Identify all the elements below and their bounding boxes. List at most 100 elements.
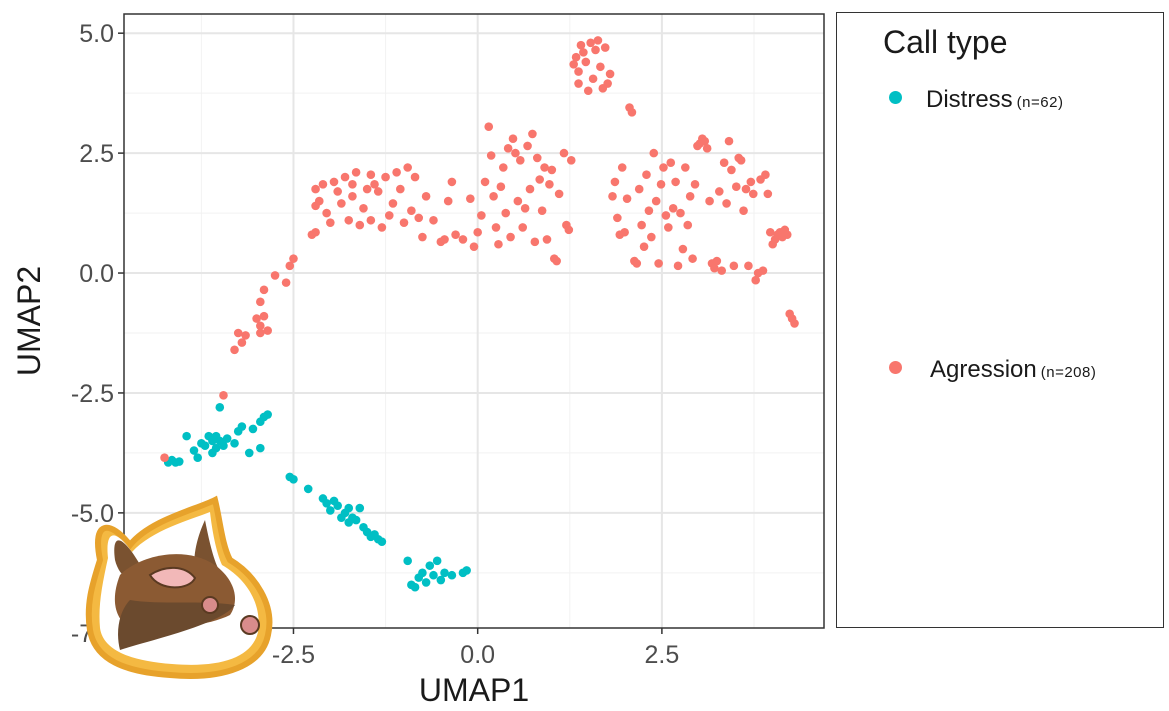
data-point-distress xyxy=(174,457,184,466)
data-point-agression xyxy=(690,179,700,189)
data-point-agression xyxy=(410,172,420,182)
data-point-agression xyxy=(739,206,748,215)
data-point-agression xyxy=(451,230,460,239)
data-point-distress xyxy=(351,515,361,525)
data-point-agression xyxy=(477,211,486,220)
data-point-agression xyxy=(259,285,269,295)
data-point-agression xyxy=(366,170,376,179)
data-point-distress xyxy=(425,561,435,570)
data-point-agression xyxy=(545,179,554,189)
y-tick-label: 2.5 xyxy=(79,140,114,168)
data-point-agression xyxy=(503,144,513,153)
legend-entry-agression: Agression (n=208) xyxy=(889,356,1096,384)
data-point-distress xyxy=(355,503,365,513)
data-point-agression xyxy=(440,235,449,244)
data-point-agression xyxy=(571,52,581,62)
data-point-distress xyxy=(344,503,354,513)
data-point-agression xyxy=(634,184,644,194)
data-point-agression xyxy=(540,163,549,172)
data-point-distress xyxy=(200,441,210,451)
data-point-agression xyxy=(782,230,792,239)
data-point-agression xyxy=(574,67,583,76)
data-point-agression xyxy=(688,254,697,263)
data-point-distress xyxy=(333,501,342,510)
data-point-agression xyxy=(263,326,272,335)
data-point-agression xyxy=(496,182,506,191)
data-point-agression xyxy=(535,175,545,184)
data-point-agression xyxy=(751,275,760,285)
data-point-distress xyxy=(440,568,449,578)
data-point-agression xyxy=(656,179,666,189)
data-point-agression xyxy=(613,213,622,223)
data-point-distress xyxy=(230,439,239,448)
data-point-distress xyxy=(219,441,228,451)
data-point-agression xyxy=(637,220,646,230)
legend-entry-distress: Distress (n=62) xyxy=(889,86,1063,114)
data-point-distress xyxy=(429,570,438,580)
data-point-agression xyxy=(712,256,722,266)
x-tick-label: 0.0 xyxy=(460,641,495,669)
data-point-agression xyxy=(447,177,457,187)
data-point-agression xyxy=(722,199,731,208)
data-point-agression xyxy=(651,196,661,206)
data-point-agression xyxy=(520,203,530,213)
data-point-agression xyxy=(673,261,683,271)
data-point-agression xyxy=(559,148,569,158)
legend-agression-label: Agression xyxy=(930,356,1037,383)
data-point-agression xyxy=(494,239,503,249)
data-point-distress xyxy=(189,446,199,455)
data-point-distress xyxy=(447,570,457,580)
data-point-agression xyxy=(392,167,401,177)
data-point-agression xyxy=(642,170,651,179)
data-point-agression xyxy=(285,261,295,271)
data-point-agression xyxy=(480,177,490,187)
data-point-agression xyxy=(574,79,583,88)
data-point-agression xyxy=(469,242,479,251)
data-point-agression xyxy=(593,36,603,45)
data-point-agression xyxy=(396,184,405,194)
data-point-agression xyxy=(729,261,739,271)
legend-agression-marker xyxy=(889,361,902,374)
data-point-distress xyxy=(432,556,442,566)
data-point-agression xyxy=(603,79,612,88)
data-point-agression xyxy=(758,266,768,275)
y-tick-label: 5.0 xyxy=(79,20,114,48)
data-point-agression xyxy=(685,191,695,201)
data-point-agression xyxy=(761,170,770,179)
data-point-distress xyxy=(421,578,431,587)
data-point-agression xyxy=(326,218,335,227)
x-tick-label: -2.5 xyxy=(272,641,315,669)
plot-area: -2.50.02.55.02.50.0-2.5-5.0-7.5UMAP1UMAP… xyxy=(11,13,825,708)
data-point-agression xyxy=(622,194,632,203)
data-point-agression xyxy=(518,223,528,232)
data-point-agression xyxy=(710,263,719,273)
data-point-agression xyxy=(513,196,523,206)
data-point-agression xyxy=(377,223,387,232)
plot-border xyxy=(123,13,825,629)
y-axis-title: UMAP2 xyxy=(11,266,47,376)
scatter-points xyxy=(160,36,799,592)
data-point-agression xyxy=(458,235,468,244)
data-point-agression xyxy=(596,62,605,72)
data-point-distress xyxy=(182,431,191,441)
data-point-agression xyxy=(501,208,511,218)
data-point-distress xyxy=(222,434,232,443)
data-point-agression xyxy=(666,158,676,168)
data-point-agression xyxy=(498,163,508,172)
data-point-agression xyxy=(763,189,773,199)
data-point-agression xyxy=(671,177,680,187)
data-point-agression xyxy=(569,60,578,69)
data-point-distress xyxy=(322,498,331,508)
data-point-agression xyxy=(311,227,320,237)
data-point-agression xyxy=(586,38,595,48)
data-point-agression xyxy=(370,179,379,189)
data-point-agression xyxy=(542,235,552,244)
legend-box xyxy=(836,12,1164,628)
data-point-distress xyxy=(403,556,412,566)
data-point-agression xyxy=(532,153,542,163)
data-point-agression xyxy=(355,220,365,230)
legend-title: Call type xyxy=(883,24,1008,60)
data-point-agression xyxy=(311,184,320,194)
y-tick-label: -5.0 xyxy=(71,500,114,528)
x-tick-label: 2.5 xyxy=(645,641,680,669)
